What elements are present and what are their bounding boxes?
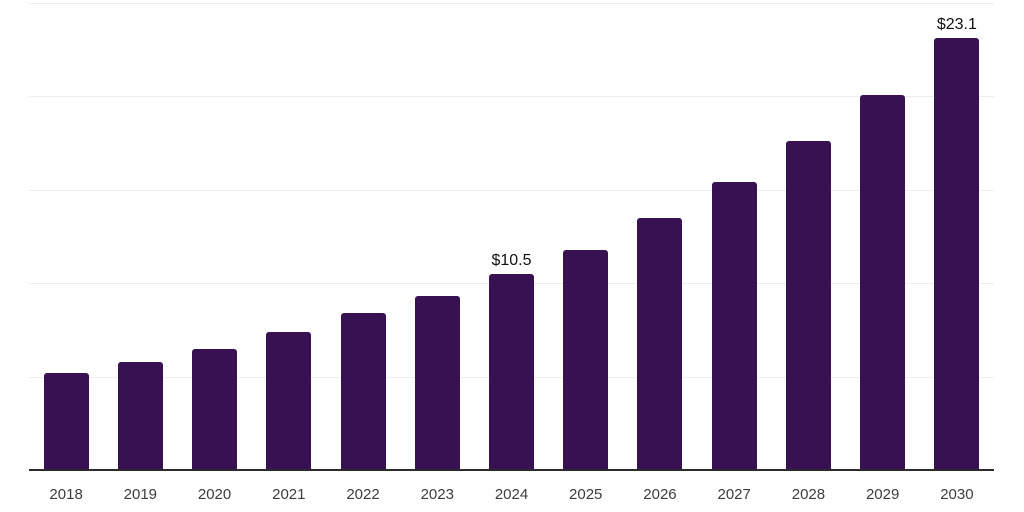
x-tick-label-2018: 2018 (49, 486, 83, 503)
x-tick-label-2025: 2025 (569, 486, 603, 503)
x-tick-label-2022: 2022 (346, 486, 380, 503)
x-axis-line (29, 469, 994, 471)
bar-2022 (340, 313, 386, 470)
x-tick-label-2021: 2021 (272, 486, 306, 503)
x-tick-label-2026: 2026 (643, 486, 677, 503)
x-tick-label-2019: 2019 (123, 486, 158, 503)
x-tick-label-2024: 2024 (494, 486, 529, 503)
bar-2026 (637, 217, 683, 470)
bar-2020 (192, 348, 238, 470)
bar-2024 (489, 273, 534, 470)
x-tick-label-2029: 2029 (865, 486, 900, 503)
bar-2025 (563, 249, 609, 470)
bar-2021 (266, 331, 312, 470)
gridline-20 (29, 96, 994, 98)
bar-2018 (43, 372, 89, 470)
value-label-2024: $10.5 (491, 251, 532, 269)
x-tick-label-2020: 2020 (197, 486, 232, 503)
bar-2027 (711, 182, 757, 470)
x-tick-label-2030: 2030 (940, 486, 974, 503)
bar-2030 (934, 38, 980, 470)
bar-2029 (860, 94, 906, 470)
bar-2023 (414, 296, 460, 470)
x-tick-label-2023: 2023 (420, 486, 454, 503)
gridline-15 (29, 189, 994, 191)
gridline-25 (29, 3, 994, 4)
x-tick-label-2027: 2027 (717, 486, 751, 503)
bar-2019 (117, 361, 163, 470)
x-tick-label-2028: 2028 (791, 486, 826, 503)
bar-2028 (785, 141, 831, 470)
value-label-2030: $23.1 (936, 16, 977, 34)
